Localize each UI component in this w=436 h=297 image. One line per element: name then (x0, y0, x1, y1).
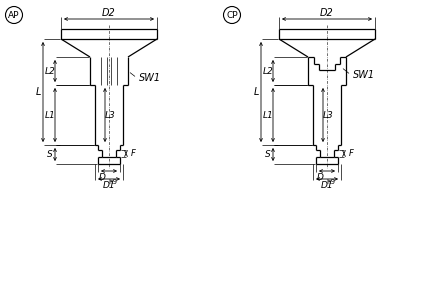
Text: S: S (47, 150, 53, 159)
Text: CP: CP (226, 10, 238, 20)
Text: L1: L1 (44, 110, 55, 119)
Text: D: D (99, 173, 106, 182)
Text: SW1: SW1 (139, 73, 161, 83)
Text: L2: L2 (44, 67, 55, 75)
Text: L3: L3 (105, 110, 116, 119)
Text: L1: L1 (262, 110, 273, 119)
Text: L: L (35, 87, 41, 97)
Text: SW1: SW1 (353, 70, 375, 80)
Text: AP: AP (8, 10, 20, 20)
Text: D1: D1 (103, 181, 115, 189)
Text: L: L (253, 87, 259, 97)
Text: h9: h9 (108, 179, 117, 185)
Text: D2: D2 (102, 8, 116, 18)
Text: D: D (317, 173, 324, 182)
Text: h9: h9 (326, 179, 335, 185)
Text: D2: D2 (320, 8, 334, 18)
Text: L3: L3 (323, 110, 334, 119)
Text: D1: D1 (321, 181, 333, 189)
Text: L2: L2 (262, 67, 273, 75)
Text: S: S (265, 150, 271, 159)
Text: F: F (348, 149, 354, 158)
Text: F: F (130, 149, 136, 158)
